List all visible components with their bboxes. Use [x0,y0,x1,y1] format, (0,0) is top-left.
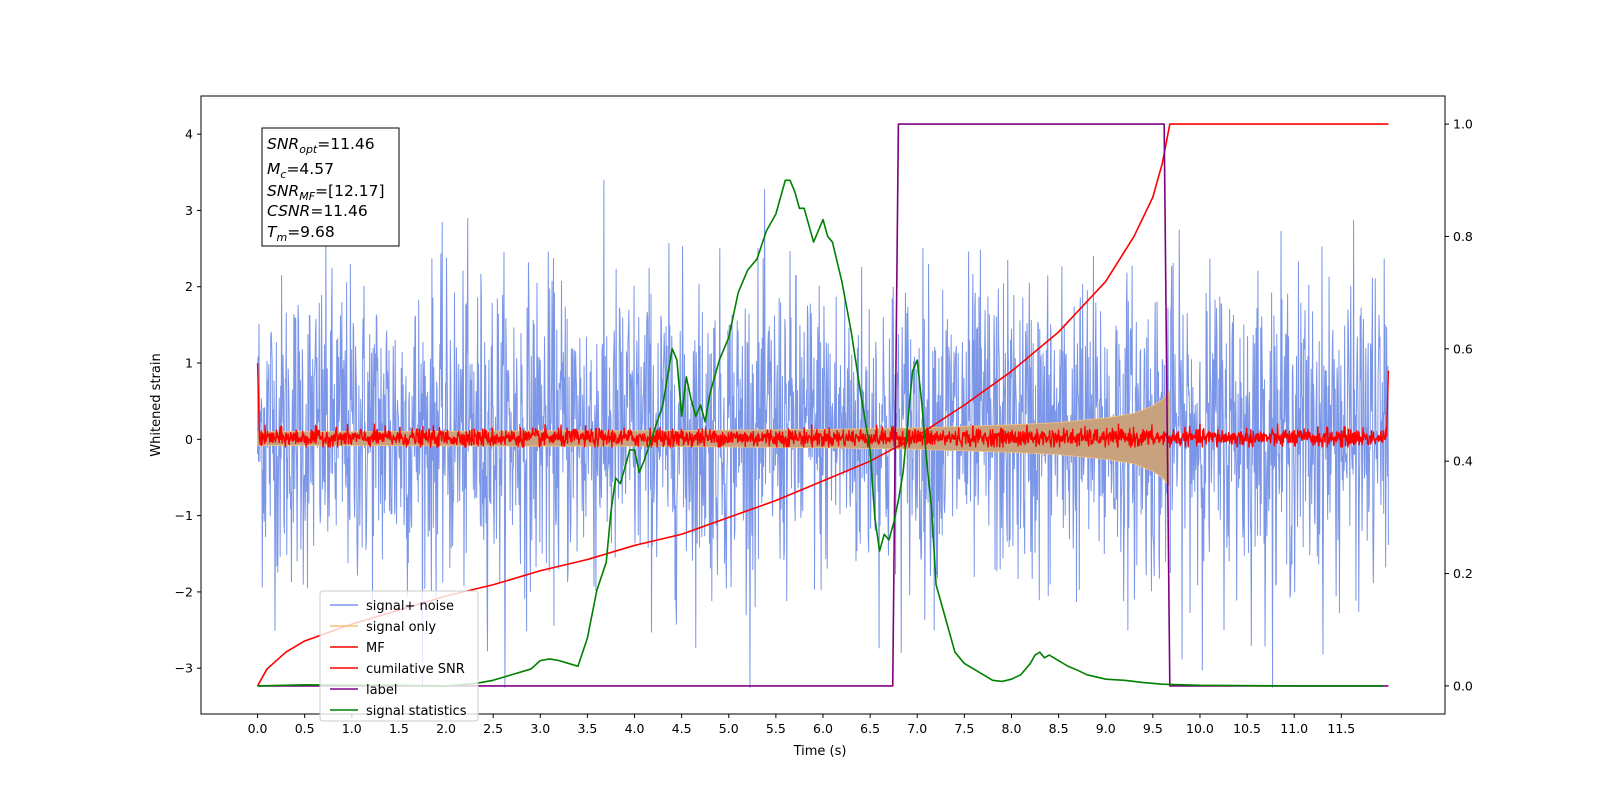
y-tick-label-right: 0.2 [1453,566,1473,581]
annotation-line-tm: Tm=9.68 [267,223,335,244]
y-tick-label-right: 0.0 [1453,678,1473,693]
y-tick-label-left: −1 [175,508,193,523]
legend-entry-signal-statistics: signal statistics [330,704,467,719]
legend-label: cumilative SNR [366,662,465,677]
x-axis-label: Time (s) [793,744,847,759]
y-tick-label-left: −3 [175,661,193,676]
y-tick-label-left: 3 [185,203,193,218]
x-tick-label: 6.0 [813,721,833,736]
x-axis: 0.0 0.5 1.0 1.5 2.0 2.5 3.0 3.5 4.0 4.5 5.0 5.5 6.0 6… [248,714,1355,736]
legend-label: signal+ noise [366,599,454,614]
series-signal-statistics [257,179,1384,687]
y-tick-label-left: 1 [185,356,193,371]
x-tick-label: 10.5 [1233,721,1261,736]
y-axis-left: −3 −2 −1 0 1 2 3 4 [175,127,201,676]
x-tick-label: 11.0 [1280,721,1308,736]
x-tick-label: 9.0 [1096,721,1116,736]
x-tick-label: 2.5 [483,721,503,736]
legend-frame [319,590,479,722]
y-tick-label-right: 0.8 [1453,229,1473,244]
annotation-line-csnr: CSNR=11.46 [267,202,368,220]
legend-entry-label: label [330,683,397,698]
x-tick-label: 9.5 [1143,721,1163,736]
x-tick-label: 0.0 [248,721,268,736]
x-tick-label: 3.0 [530,721,550,736]
annotation-line-mc: Mc=4.57 [267,160,334,181]
x-tick-label: 11.5 [1327,721,1355,736]
y-axis-label-left: Whitened strain [149,353,164,456]
x-tick-label: 5.5 [766,721,786,736]
legend-label: label [366,683,397,698]
y-tick-label-left: 0 [185,432,193,447]
legend: signal+ noise signal only MF cumilative … [319,590,479,722]
legend-entry-signal-noise: signal+ noise [330,599,454,614]
annotation-frame [261,127,400,247]
x-tick-label: 5.0 [719,721,739,736]
legend-label: signal statistics [366,704,467,719]
legend-entry-mf: MF [330,641,385,656]
y-tick-label-left: −2 [175,584,193,599]
x-tick-label: 2.0 [436,721,456,736]
legend-entry-signal-only: signal only [330,620,436,635]
x-tick-label: 8.5 [1049,721,1069,736]
x-tick-label: 4.0 [625,721,645,736]
x-tick-label: 0.5 [295,721,315,736]
x-tick-label: 3.5 [577,721,597,736]
y-axis-right: 0.0 0.2 0.4 0.6 0.8 1.0 [1445,117,1473,693]
series-layer [256,123,1390,688]
x-tick-label: 4.5 [672,721,692,736]
y-tick-label-right: 0.6 [1453,341,1473,356]
y-tick-label-right: 0.4 [1453,454,1473,469]
x-tick-label: 1.5 [389,721,409,736]
series-mf [256,363,1390,448]
x-tick-label: 10.0 [1186,721,1214,736]
legend-label: MF [366,641,385,656]
legend-entry-cumulative-snr: cumilative SNR [330,662,465,677]
x-tick-label: 6.5 [860,721,880,736]
annotation-box: SNRopt=11.46 Mc=4.57 SNRMF=[12.17] CSNR=… [261,127,400,247]
x-tick-label: 1.0 [342,721,362,736]
x-tick-label: 7.5 [954,721,974,736]
y-tick-label-right: 1.0 [1453,117,1473,132]
annotation-line-snr-opt: SNRopt=11.46 [267,135,375,156]
y-tick-label-left: 4 [185,127,193,142]
x-tick-label: 7.0 [907,721,927,736]
y-tick-label-left: 2 [185,279,193,294]
x-tick-label: 8.0 [1002,721,1022,736]
legend-label: signal only [366,620,436,635]
annotation-line-snr-mf: SNRMF=[12.17] [267,182,385,203]
